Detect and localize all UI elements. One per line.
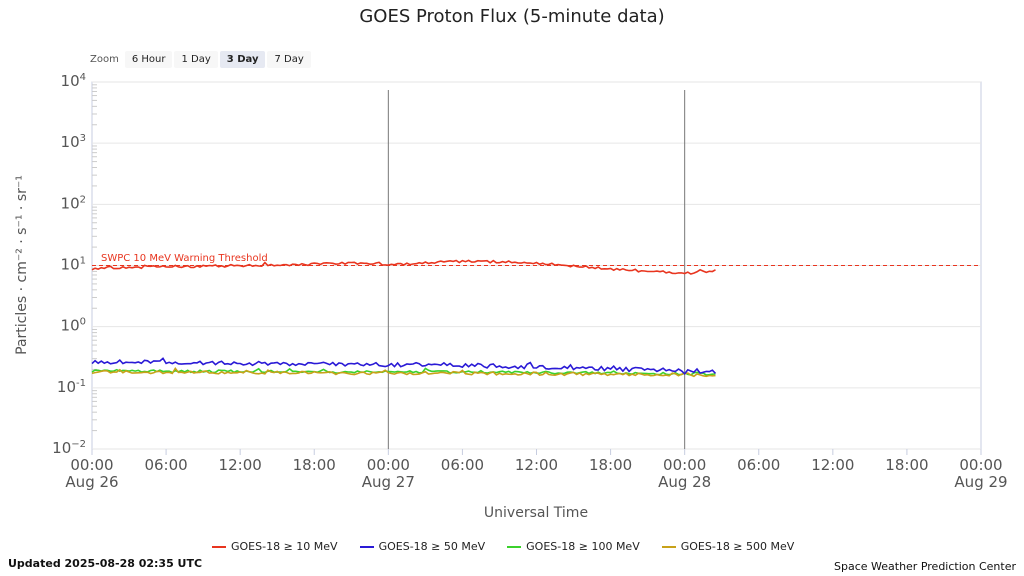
zoom-6-hour-button[interactable]: 6 Hour <box>124 50 173 68</box>
x-axis-title: Universal Time <box>484 505 588 521</box>
y-tick-label: 104 <box>61 72 86 90</box>
y-tick-label: 10−2 <box>52 439 86 457</box>
x-tick-label: 18:00 <box>885 456 928 474</box>
zoom-1-day-button[interactable]: 1 Day <box>174 50 218 68</box>
legend-label-100mev: GOES-18 ≥ 100 MeV <box>526 540 640 553</box>
y-tick-label: 101 <box>61 256 86 274</box>
x-tick-label: 00:00 <box>367 456 410 474</box>
x-tick-label: 06:00 <box>441 456 484 474</box>
credit-label: Space Weather Prediction Center <box>834 560 1016 573</box>
x-tick-label: 12:00 <box>811 456 854 474</box>
legend-item-500mev[interactable]: GOES-18 ≥ 500 MeV <box>661 540 795 553</box>
legend-swatch-50mev <box>359 545 374 548</box>
x-date-label: Aug 27 <box>362 473 415 491</box>
legend-item-10mev[interactable]: GOES-18 ≥ 10 MeV <box>212 540 338 553</box>
zoom-3-day-button[interactable]: 3 Day <box>219 50 266 68</box>
series-line-s500 <box>91 366 716 378</box>
x-date-label: Aug 28 <box>658 473 711 491</box>
y-tick-label: 100 <box>61 317 86 335</box>
legend-label-10mev: GOES-18 ≥ 10 MeV <box>231 540 338 553</box>
chart-title: GOES Proton Flux (5-minute data) <box>359 6 665 27</box>
y-axis-title: Particles · cm⁻² · s⁻¹ · sr⁻¹ <box>14 175 30 355</box>
legend-item-50mev[interactable]: GOES-18 ≥ 50 MeV <box>359 540 486 553</box>
y-tick-label: 102 <box>61 194 86 212</box>
x-tick-label: 00:00 <box>663 456 706 474</box>
y-tick-label: 103 <box>61 133 86 151</box>
x-tick-label: 06:00 <box>737 456 780 474</box>
x-tick-label: 18:00 <box>293 456 336 474</box>
legend-item-100mev[interactable]: GOES-18 ≥ 100 MeV <box>507 540 640 553</box>
series-line-s50 <box>91 357 717 375</box>
zoom-label: Zoom <box>90 53 119 65</box>
x-tick-label: 18:00 <box>589 456 632 474</box>
zoom-control: Zoom 6 Hour 1 Day 3 Day 7 Day <box>90 49 313 69</box>
series-line-s10 <box>91 259 716 275</box>
x-tick-label: 12:00 <box>515 456 558 474</box>
y-tick-label: 10-1 <box>57 378 86 396</box>
legend-label-500mev: GOES-18 ≥ 500 MeV <box>680 540 795 553</box>
legend-label-50mev: GOES-18 ≥ 50 MeV <box>378 540 486 553</box>
threshold-label: SWPC 10 MeV Warning Threshold <box>101 253 268 264</box>
zoom-7-day-button[interactable]: 7 Day <box>267 50 311 68</box>
legend-swatch-500mev <box>661 545 676 548</box>
legend-swatch-100mev <box>507 545 522 548</box>
x-date-label: Aug 26 <box>65 473 118 491</box>
x-date-label: Aug 29 <box>954 473 1007 491</box>
x-tick-label: 00:00 <box>959 456 1002 474</box>
legend-swatch-10mev <box>212 545 226 548</box>
x-tick-label: 00:00 <box>70 456 113 474</box>
updated-timestamp: Updated 2025-08-28 02:35 UTC <box>8 557 203 570</box>
x-tick-label: 12:00 <box>219 456 262 474</box>
x-tick-label: 06:00 <box>144 456 187 474</box>
legend: GOES-18 ≥ 10 MeV GOES-18 ≥ 50 MeV GOES-1… <box>212 540 816 553</box>
